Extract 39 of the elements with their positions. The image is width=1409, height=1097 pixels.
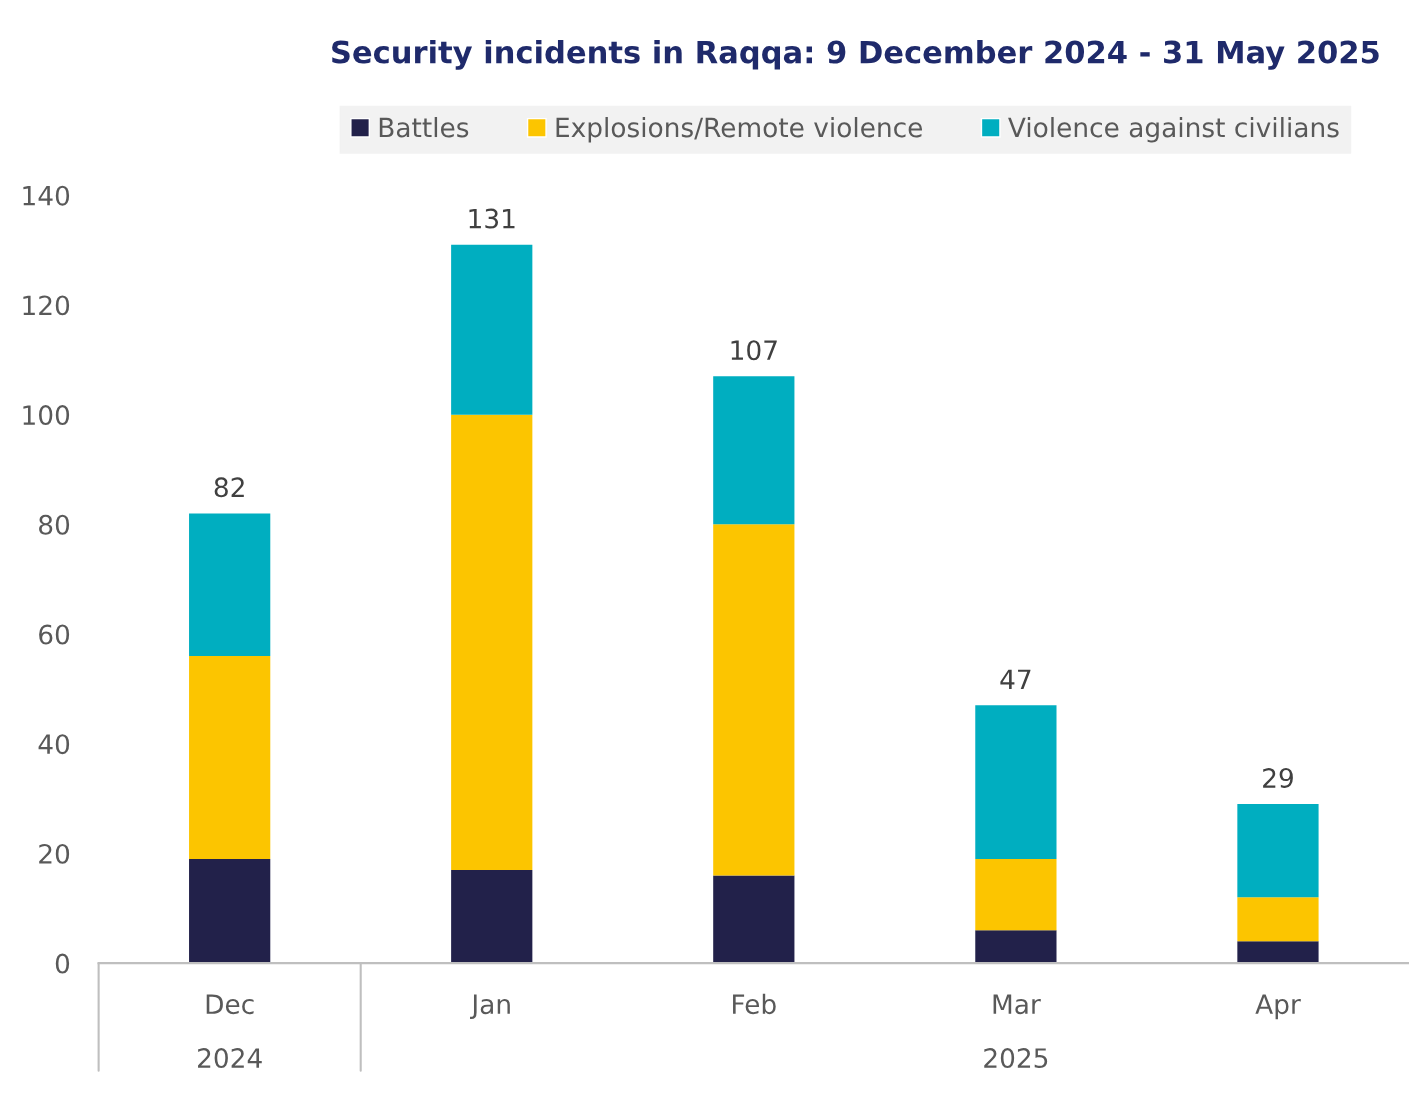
bar <box>189 513 271 657</box>
total-label: 47 <box>1000 669 1031 689</box>
x-tick-label: Mar <box>993 994 1041 1015</box>
x-tick-label: Feb <box>733 993 776 1015</box>
bar <box>1237 941 1319 964</box>
bar <box>713 875 795 964</box>
total-label: 29 <box>1263 768 1293 789</box>
bar <box>451 869 533 964</box>
bar <box>189 858 271 964</box>
total-label: 107 <box>731 340 777 361</box>
legend-label: Violence against civilians <box>1008 116 1339 143</box>
bar <box>451 414 533 870</box>
total-label: 131 <box>469 208 515 229</box>
bar <box>713 524 795 876</box>
x-tick-label: Apr <box>1255 994 1301 1020</box>
legend-label: Battles <box>379 116 469 138</box>
bar <box>975 930 1057 964</box>
bar <box>189 656 271 859</box>
y-tick-label: 100 <box>23 405 70 426</box>
legend-label: Explosions/Remote violence <box>556 116 922 143</box>
bar <box>1237 804 1319 898</box>
y-tick-label: 80 <box>39 514 70 535</box>
bar <box>1237 897 1319 942</box>
chart-title: Security incidents in Raqqa: 9 December 2024 - 31 May 2025 <box>332 39 1379 70</box>
x-tick-label: Jan <box>470 994 510 1020</box>
total-label: 82 <box>214 477 244 498</box>
bar <box>713 376 795 525</box>
bar <box>975 858 1057 931</box>
y-tick-label: 20 <box>39 843 70 864</box>
y-tick-label: 40 <box>38 734 70 755</box>
y-tick-label: 60 <box>39 624 70 645</box>
x-tick-label: Dec <box>206 994 254 1015</box>
y-tick-label: 0 <box>55 953 70 974</box>
text: 2024 <box>198 1048 262 1069</box>
bar <box>451 244 533 415</box>
y-tick-label: 120 <box>23 295 70 316</box>
text: 2025 <box>984 1048 1048 1069</box>
y-tick-label: 140 <box>23 185 70 206</box>
bar <box>975 705 1057 859</box>
